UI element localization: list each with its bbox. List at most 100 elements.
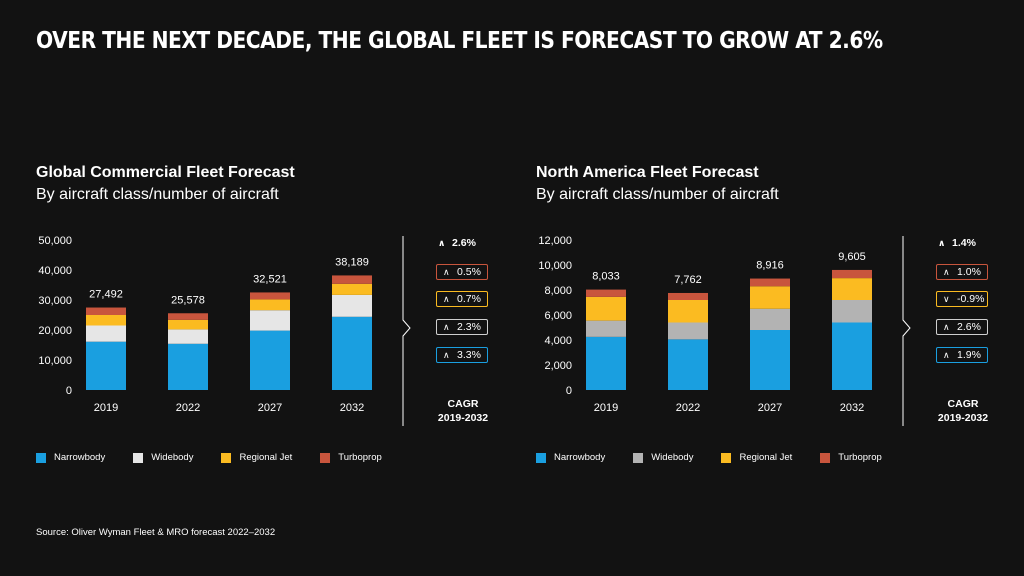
bar-segment-narrowbody [250, 330, 290, 390]
bar-segment-turboprop [586, 289, 626, 297]
bar-total-label: 9,605 [838, 251, 866, 263]
cagr-badge-value: 0.5% [457, 266, 481, 278]
source-note: Source: Oliver Wyman Fleet & MRO forecas… [36, 527, 276, 538]
chevron-up-icon: ∧ [938, 238, 946, 248]
bar-segment-widebody [668, 322, 708, 340]
legend-label: Widebody [651, 452, 694, 463]
bar-segment-regional-jet [86, 315, 126, 326]
y-tick-label: 2,000 [544, 360, 572, 372]
bracket-divider [402, 236, 411, 426]
cagr-badge-regional-jet: ∧ 0.7% [436, 291, 488, 307]
bar-segment-widebody [750, 308, 790, 330]
legend-item-widebody: Widebody [633, 452, 693, 463]
bar-segment-turboprop [668, 292, 708, 300]
bar-segment-regional-jet [586, 296, 626, 321]
bar-total-label: 7,762 [674, 274, 702, 286]
chevron-up-icon: ∧ [443, 293, 450, 304]
legend-label: Widebody [151, 452, 194, 463]
legend-swatch [536, 452, 546, 463]
global-fleet-chart-panel: 0 10,000 20,000 30,000 40,000 50,000 27,492 201… [36, 160, 506, 490]
bar-segment-regional-jet [250, 299, 290, 311]
chevron-up-icon: ∧ [943, 349, 950, 360]
legend-label: Regional Jet [739, 452, 793, 463]
bar-segment-widebody [832, 300, 872, 323]
north-america-fleet-chart-panel: 0 2,000 4,000 6,000 8,000 10,000 12,000 8,033 20… [536, 160, 1006, 490]
x-tick-label: 2019 [94, 402, 118, 414]
y-tick-label: 0 [66, 385, 72, 397]
bar-segment-widebody [586, 320, 626, 337]
x-tick-label: 2032 [340, 402, 364, 414]
chevron-up-icon: ∧ [943, 321, 950, 332]
y-tick-label: 12,000 [538, 235, 572, 247]
bar-segment-turboprop [86, 307, 126, 315]
bracket-divider [902, 236, 911, 426]
cagr-total-value: 2.6% [452, 237, 476, 249]
cagr-badge-value: 2.6% [957, 321, 981, 333]
bar-segment-widebody [86, 325, 126, 342]
chevron-up-icon: ∧ [443, 349, 450, 360]
bar-segment-narrowbody [668, 339, 708, 390]
x-tick-label: 2022 [676, 402, 700, 414]
chart-title: North America Fleet Forecast [536, 164, 759, 181]
cagr-label: CAGR 2019-2032 [428, 397, 498, 425]
cagr-badge-value: 1.0% [957, 266, 981, 278]
y-tick-label: 10,000 [38, 355, 72, 367]
legend-item-turboprop: Turboprop [320, 452, 382, 463]
chart-legend: Narrowbody Widebody Regional Jet Turboprop [536, 452, 910, 463]
legend-item-regional-jet: Regional Jet [221, 452, 292, 463]
north-america-fleet-chart: 0 2,000 4,000 6,000 8,000 10,000 12,000 8,033 20… [538, 235, 911, 426]
cagr-badge-widebody: ∧ 2.3% [436, 319, 488, 335]
cagr-badge-value: -0.9% [957, 293, 985, 305]
chevron-up-icon: ∧ [443, 266, 450, 277]
bar-segment-turboprop [332, 275, 372, 284]
y-tick-label: 0 [566, 385, 572, 397]
bar-segment-regional-jet [832, 278, 872, 300]
y-tick-label: 10,000 [538, 260, 572, 272]
cagr-badge-regional-jet: ∨ -0.9% [936, 291, 988, 307]
legend-label: Regional Jet [239, 452, 293, 463]
y-tick-label: 30,000 [38, 295, 72, 307]
bar-segment-regional-jet [750, 286, 790, 309]
chevron-down-icon: ∨ [943, 293, 950, 304]
legend-swatch [133, 452, 144, 463]
x-tick-label: 2022 [176, 402, 200, 414]
bar-segment-widebody [250, 310, 290, 331]
legend-label: Turboprop [838, 452, 882, 463]
chart-subtitle: By aircraft class/number of aircraft [536, 186, 779, 203]
legend-swatch [820, 452, 831, 463]
cagr-badge-value: 1.9% [957, 349, 981, 361]
x-tick-label: 2027 [258, 402, 282, 414]
bar-total-label: 25,578 [171, 294, 205, 306]
bar-segment-widebody [168, 329, 208, 344]
bar-segment-regional-jet [332, 283, 372, 295]
x-tick-label: 2032 [840, 402, 864, 414]
cagr-badge-widebody: ∧ 2.6% [936, 319, 988, 335]
bar-segment-narrowbody [168, 343, 208, 390]
bar-segment-narrowbody [86, 341, 126, 390]
x-tick-label: 2027 [758, 402, 782, 414]
chart-subtitle: By aircraft class/number of aircraft [36, 186, 279, 203]
y-tick-label: 20,000 [38, 325, 72, 337]
cagr-badge-narrowbody: ∧ 3.3% [436, 347, 488, 363]
bar-segment-turboprop [832, 269, 872, 279]
bar-segment-narrowbody [832, 322, 872, 390]
legend-item-narrowbody: Narrowbody [36, 452, 105, 463]
bar-segment-narrowbody [750, 330, 790, 390]
chevron-up-icon: ∧ [943, 266, 950, 277]
bar-total-label: 38,189 [335, 256, 369, 268]
cagr-label-line: CAGR [947, 398, 979, 410]
cagr-badge-value: 0.7% [457, 293, 481, 305]
bar-segment-regional-jet [668, 300, 708, 323]
legend-label: Narrowbody [54, 452, 106, 463]
legend-swatch [721, 452, 732, 463]
legend-item-regional-jet: Regional Jet [721, 452, 792, 463]
y-tick-label: 4,000 [544, 335, 572, 347]
y-tick-label: 50,000 [38, 235, 72, 247]
chart-title: Global Commercial Fleet Forecast [36, 164, 295, 181]
bar-total-label: 8,916 [756, 260, 784, 272]
cagr-badge-value: 3.3% [457, 349, 481, 361]
legend-swatch [221, 452, 232, 463]
bar-segment-turboprop [250, 292, 290, 300]
page-headline: OVER THE NEXT DECADE, THE GLOBAL FLEET I… [36, 28, 883, 54]
legend-label: Narrowbody [554, 452, 606, 463]
